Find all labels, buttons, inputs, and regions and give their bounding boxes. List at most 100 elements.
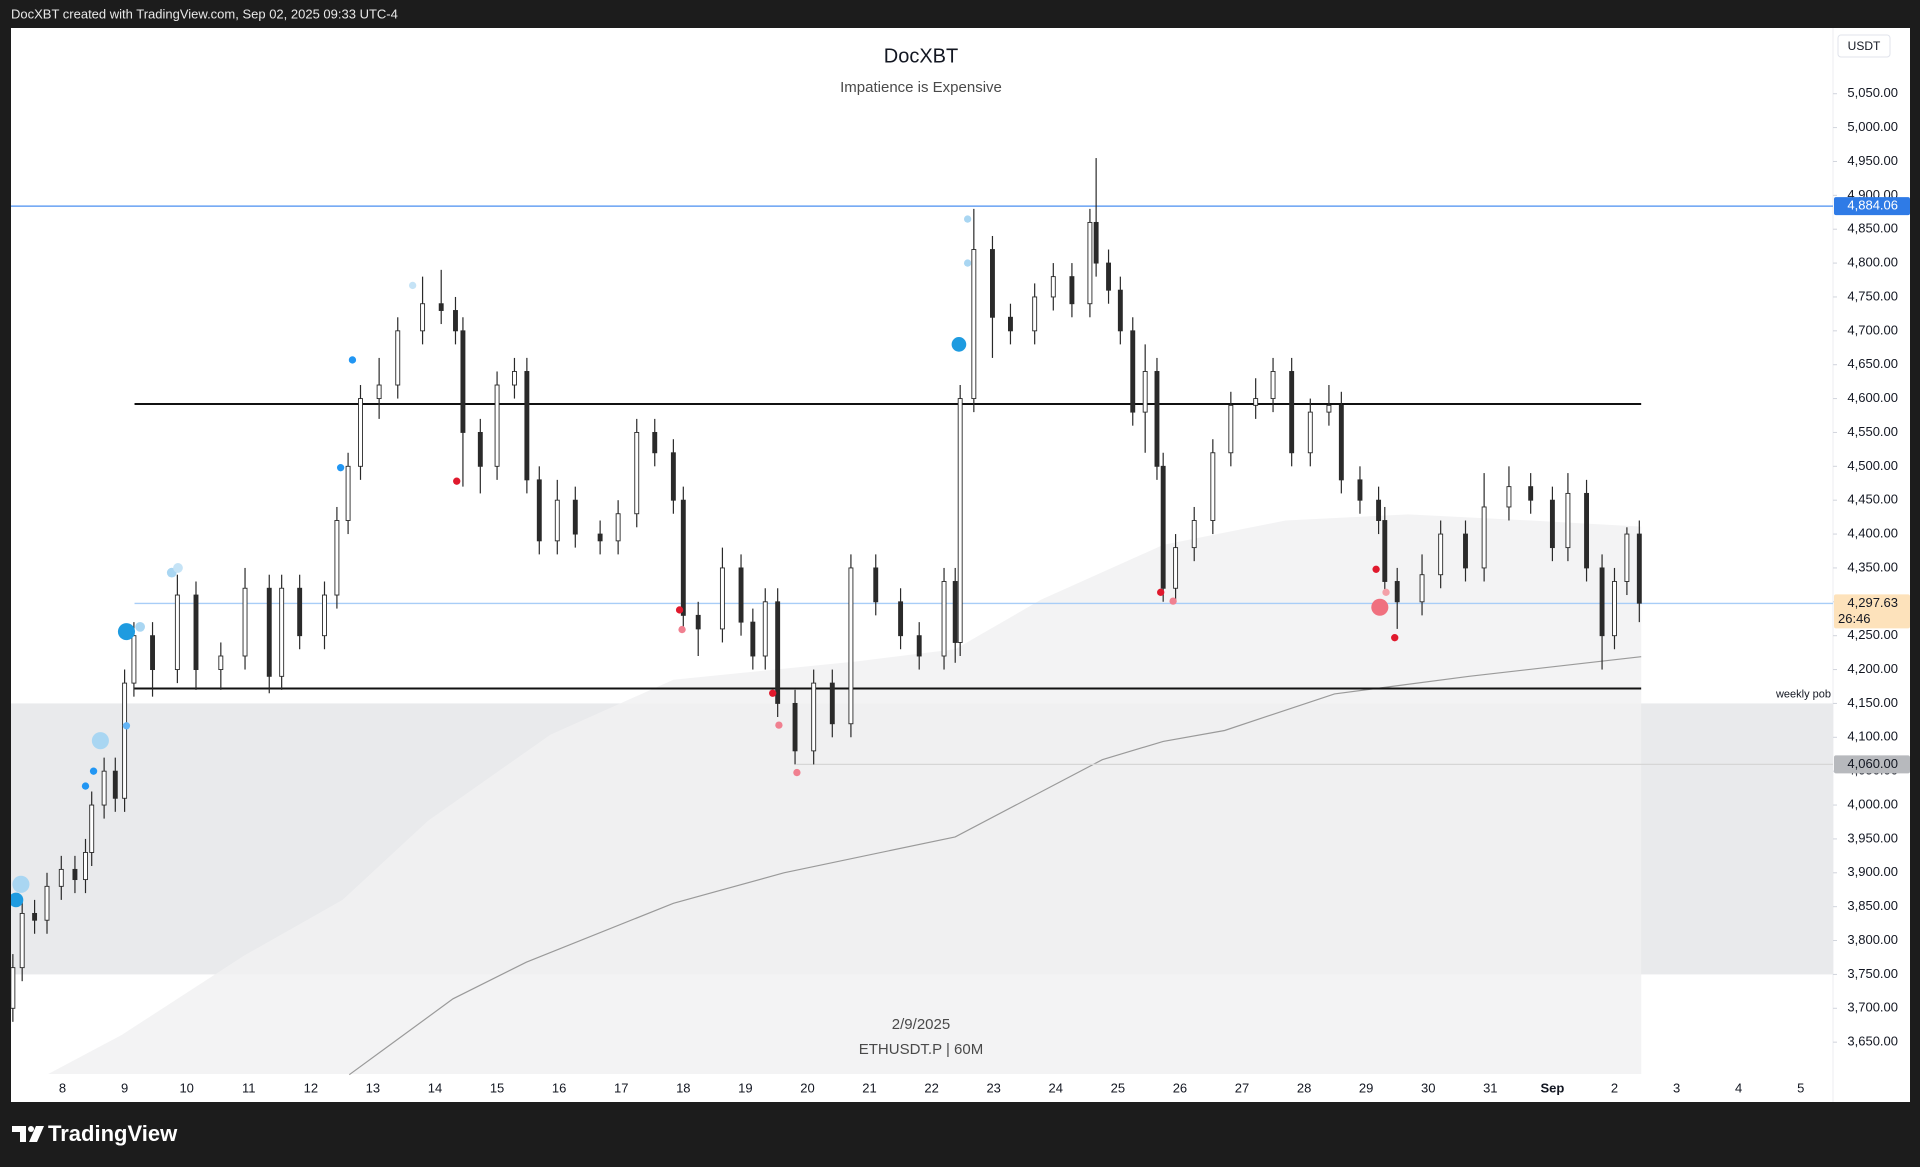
y-tick-label: 4,700.00 — [1847, 322, 1898, 337]
candle-body — [652, 431, 658, 454]
x-tick-label: 5 — [1797, 1080, 1804, 1095]
candle-body — [1376, 499, 1382, 521]
x-tick-label: 9 — [121, 1080, 128, 1095]
candle-body — [1142, 371, 1148, 413]
signal-marker — [173, 563, 183, 573]
price-tag — [1834, 197, 1910, 216]
candle-body — [122, 682, 128, 799]
candle-body — [242, 587, 248, 657]
credit: DocXBT created with TradingView.com, Sep… — [11, 6, 398, 21]
candle-body — [1584, 492, 1589, 569]
signal-marker — [1169, 597, 1177, 605]
price-tag-label: 4,060.00 — [1847, 756, 1898, 771]
candle-body — [83, 852, 88, 881]
moving-average — [348, 656, 1642, 1076]
candle-body — [438, 303, 444, 311]
x-tick-label: 26 — [1173, 1080, 1187, 1095]
signal-marker — [336, 464, 345, 472]
candle-body — [150, 635, 155, 671]
signal-marker — [951, 337, 967, 352]
candle-body — [453, 310, 458, 332]
x-tick-label: 19 — [738, 1080, 752, 1095]
y-tick-label: 4,650.00 — [1847, 356, 1898, 371]
x-tick-label: 21 — [862, 1080, 876, 1095]
logo-shape — [29, 1126, 44, 1142]
zone-label: weekly pob — [1775, 688, 1831, 700]
candle-body — [1438, 533, 1444, 576]
x-tick-label: 20 — [800, 1080, 814, 1095]
candle-body — [615, 513, 621, 542]
candle-body — [1173, 547, 1179, 589]
y-tick-label: 3,650.00 — [1847, 1034, 1898, 1049]
candle-body — [1357, 479, 1363, 501]
y-tick-label: 3,750.00 — [1847, 966, 1898, 981]
candle-body — [32, 912, 38, 921]
plot — [11, 158, 1833, 1076]
signal-marker — [793, 768, 801, 777]
candle-body — [1481, 506, 1487, 569]
x-tick-label: 2 — [1611, 1080, 1618, 1095]
signal-marker — [12, 875, 30, 893]
y-tick-label: 3,700.00 — [1847, 1000, 1898, 1015]
candle-body — [1463, 533, 1468, 569]
candle-body — [695, 614, 701, 630]
candle-body — [941, 581, 947, 657]
y-tick-label: 4,350.00 — [1847, 559, 1898, 574]
candle-body — [848, 567, 854, 725]
candle-body — [112, 770, 118, 799]
shaded-area — [48, 514, 1642, 1074]
candle-body — [1338, 404, 1344, 481]
candle-body — [334, 520, 340, 596]
signal-marker — [453, 477, 461, 485]
y-tick-label: 4,450.00 — [1847, 492, 1898, 507]
candle-body — [1130, 330, 1136, 413]
x-tick-label: 15 — [490, 1080, 504, 1095]
candle-body — [1106, 262, 1111, 291]
candle-body — [1117, 289, 1123, 332]
candle-body — [1394, 581, 1400, 603]
signal-marker — [135, 621, 146, 632]
currency[interactable]: USDT — [1848, 39, 1881, 53]
signal-marker — [1371, 598, 1389, 616]
signal-marker — [81, 782, 90, 790]
y-tick-label: 4,500.00 — [1847, 458, 1898, 473]
candle-body — [762, 601, 768, 657]
brand[interactable]: TradingView — [48, 1121, 178, 1146]
candle-body — [1419, 574, 1425, 603]
watermark: ETHUSDT.P | 60M — [859, 1041, 983, 1058]
x-tick-label: 27 — [1235, 1080, 1249, 1095]
price-tag — [1834, 755, 1910, 774]
signal-marker — [122, 722, 131, 730]
candle-body — [1228, 404, 1234, 454]
currency-box[interactable] — [1837, 34, 1891, 58]
candle-body — [345, 465, 351, 521]
candle-body — [174, 594, 180, 671]
x-tick-label: 8 — [59, 1080, 66, 1095]
price-tag — [1834, 594, 1910, 629]
candle-body — [957, 398, 963, 643]
candle-body — [750, 621, 756, 657]
candle-body — [1270, 371, 1276, 400]
candle-body — [738, 567, 744, 623]
logo-shape — [12, 1126, 26, 1142]
candle-body — [1612, 581, 1617, 637]
candle-body — [554, 499, 560, 542]
candle-body — [952, 581, 958, 643]
candle-body — [376, 384, 382, 400]
y-tick-label: 3,900.00 — [1847, 864, 1898, 879]
candle-body — [829, 682, 835, 725]
candle-body — [1289, 371, 1295, 454]
candle-body — [1069, 276, 1075, 305]
candle-body — [72, 868, 78, 881]
x-tick-label: 28 — [1297, 1080, 1311, 1095]
candle-body — [680, 499, 686, 616]
y-tick-label: 4,550.00 — [1847, 424, 1898, 439]
candle-body — [512, 371, 517, 386]
candle-body — [1210, 452, 1216, 521]
x-tick-label: 23 — [986, 1080, 1000, 1095]
x-tick-label: 11 — [242, 1080, 256, 1095]
y-tick-label: 3,950.00 — [1847, 830, 1898, 845]
logo-shape — [28, 1126, 34, 1132]
candle-body — [572, 499, 578, 535]
price-tag-label: 4,297.63 — [1847, 595, 1898, 610]
